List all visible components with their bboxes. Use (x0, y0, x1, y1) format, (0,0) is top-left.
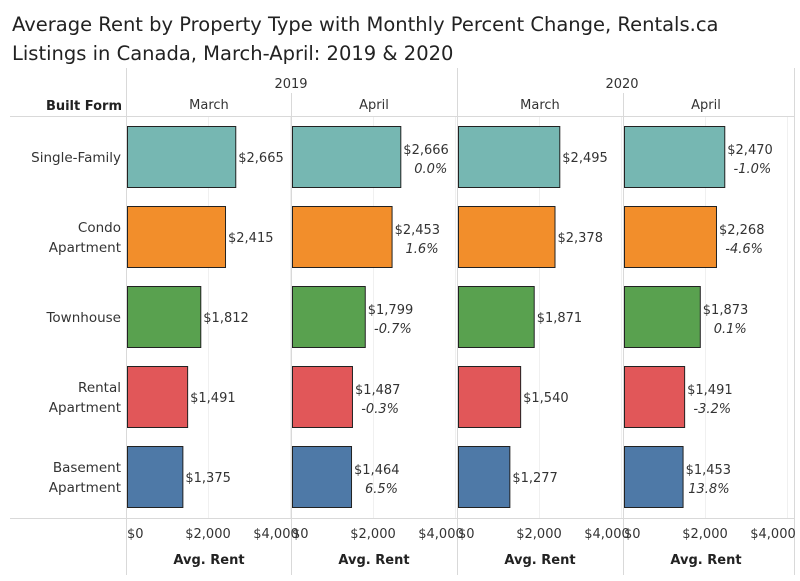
pct-change-label: 0.1% (714, 322, 747, 337)
data-label: $2,666 (403, 143, 449, 158)
data-label: $2,495 (562, 151, 608, 166)
pct-change-label: -4.6% (725, 242, 763, 257)
category-label: Single-Family (31, 150, 121, 166)
month-header: March (189, 98, 229, 113)
data-label: $1,375 (185, 471, 231, 486)
x-tick-label: $4,000 (253, 527, 299, 542)
x-axis-title: Avg. Rent (670, 553, 741, 568)
bar (292, 126, 402, 188)
x-tick-label: $0 (458, 527, 475, 542)
bar (127, 286, 202, 348)
bar (458, 126, 561, 188)
bar (624, 206, 717, 268)
chart-title: Average Rent by Property Type with Month… (12, 13, 719, 65)
x-axis-title: Avg. Rent (338, 553, 409, 568)
x-axis-title: Avg. Rent (504, 553, 575, 568)
x-tick-label: $2,000 (185, 527, 231, 542)
x-tick-label: $0 (624, 527, 641, 542)
bar (624, 286, 701, 348)
pct-change-label: 13.8% (688, 482, 729, 497)
pct-change-label: 6.5% (365, 482, 398, 497)
data-label: $1,873 (703, 303, 749, 318)
category-label: Apartment (49, 480, 121, 496)
data-label: $1,812 (203, 311, 249, 326)
data-label: $1,464 (354, 463, 400, 478)
data-label: $1,491 (687, 383, 733, 398)
data-label: $2,665 (238, 151, 284, 166)
data-label: $1,871 (537, 311, 583, 326)
category-label: Apartment (49, 400, 121, 416)
pct-change-label: 0.0% (414, 162, 447, 177)
x-tick-label: $0 (127, 527, 144, 542)
bar (458, 366, 522, 428)
x-tick-label: $4,000 (750, 527, 796, 542)
data-label: $2,470 (727, 143, 773, 158)
bar (127, 366, 189, 428)
x-axis-title: Avg. Rent (173, 553, 244, 568)
pct-change-label: 1.6% (406, 242, 439, 257)
month-header: April (691, 98, 721, 113)
data-label: $1,491 (190, 391, 236, 406)
bar (127, 206, 227, 268)
bar (127, 446, 184, 508)
category-label: Basement (53, 460, 121, 476)
bar (458, 206, 556, 268)
category-label: Rental (78, 380, 121, 396)
data-label: $1,799 (368, 303, 414, 318)
x-tick-label: $2,000 (350, 527, 396, 542)
x-tick-label: $4,000 (418, 527, 464, 542)
bar (292, 286, 366, 348)
bar (292, 206, 393, 268)
data-label: $1,277 (512, 471, 558, 486)
x-tick-label: $2,000 (682, 527, 728, 542)
data-label: $2,268 (719, 223, 765, 238)
year-header: 2020 (605, 77, 638, 92)
data-label: $1,453 (686, 463, 732, 478)
row-header: Built Form (46, 99, 122, 114)
data-label: $2,415 (228, 231, 274, 246)
category-label: Condo (78, 220, 121, 236)
bar (458, 286, 535, 348)
category-label: Apartment (49, 240, 121, 256)
year-header: 2019 (274, 77, 307, 92)
data-label: $2,453 (395, 223, 441, 238)
bar (458, 446, 511, 508)
pct-change-label: -0.3% (361, 402, 399, 417)
data-label: $1,540 (523, 391, 569, 406)
bar (624, 366, 686, 428)
bar (624, 446, 684, 508)
bar (624, 126, 726, 188)
pct-change-label: -1.0% (734, 162, 772, 177)
x-tick-label: $2,000 (516, 527, 562, 542)
x-tick-label: $4,000 (584, 527, 630, 542)
data-label: $2,378 (557, 231, 603, 246)
data-label: $1,487 (355, 383, 401, 398)
bar (292, 366, 353, 428)
pct-change-label: -3.2% (693, 402, 731, 417)
category-label: Townhouse (45, 310, 121, 326)
pct-change-label: -0.7% (374, 322, 412, 337)
bar (127, 126, 237, 188)
bar (292, 446, 353, 508)
x-tick-label: $0 (292, 527, 309, 542)
month-header: April (359, 98, 389, 113)
month-header: March (520, 98, 560, 113)
